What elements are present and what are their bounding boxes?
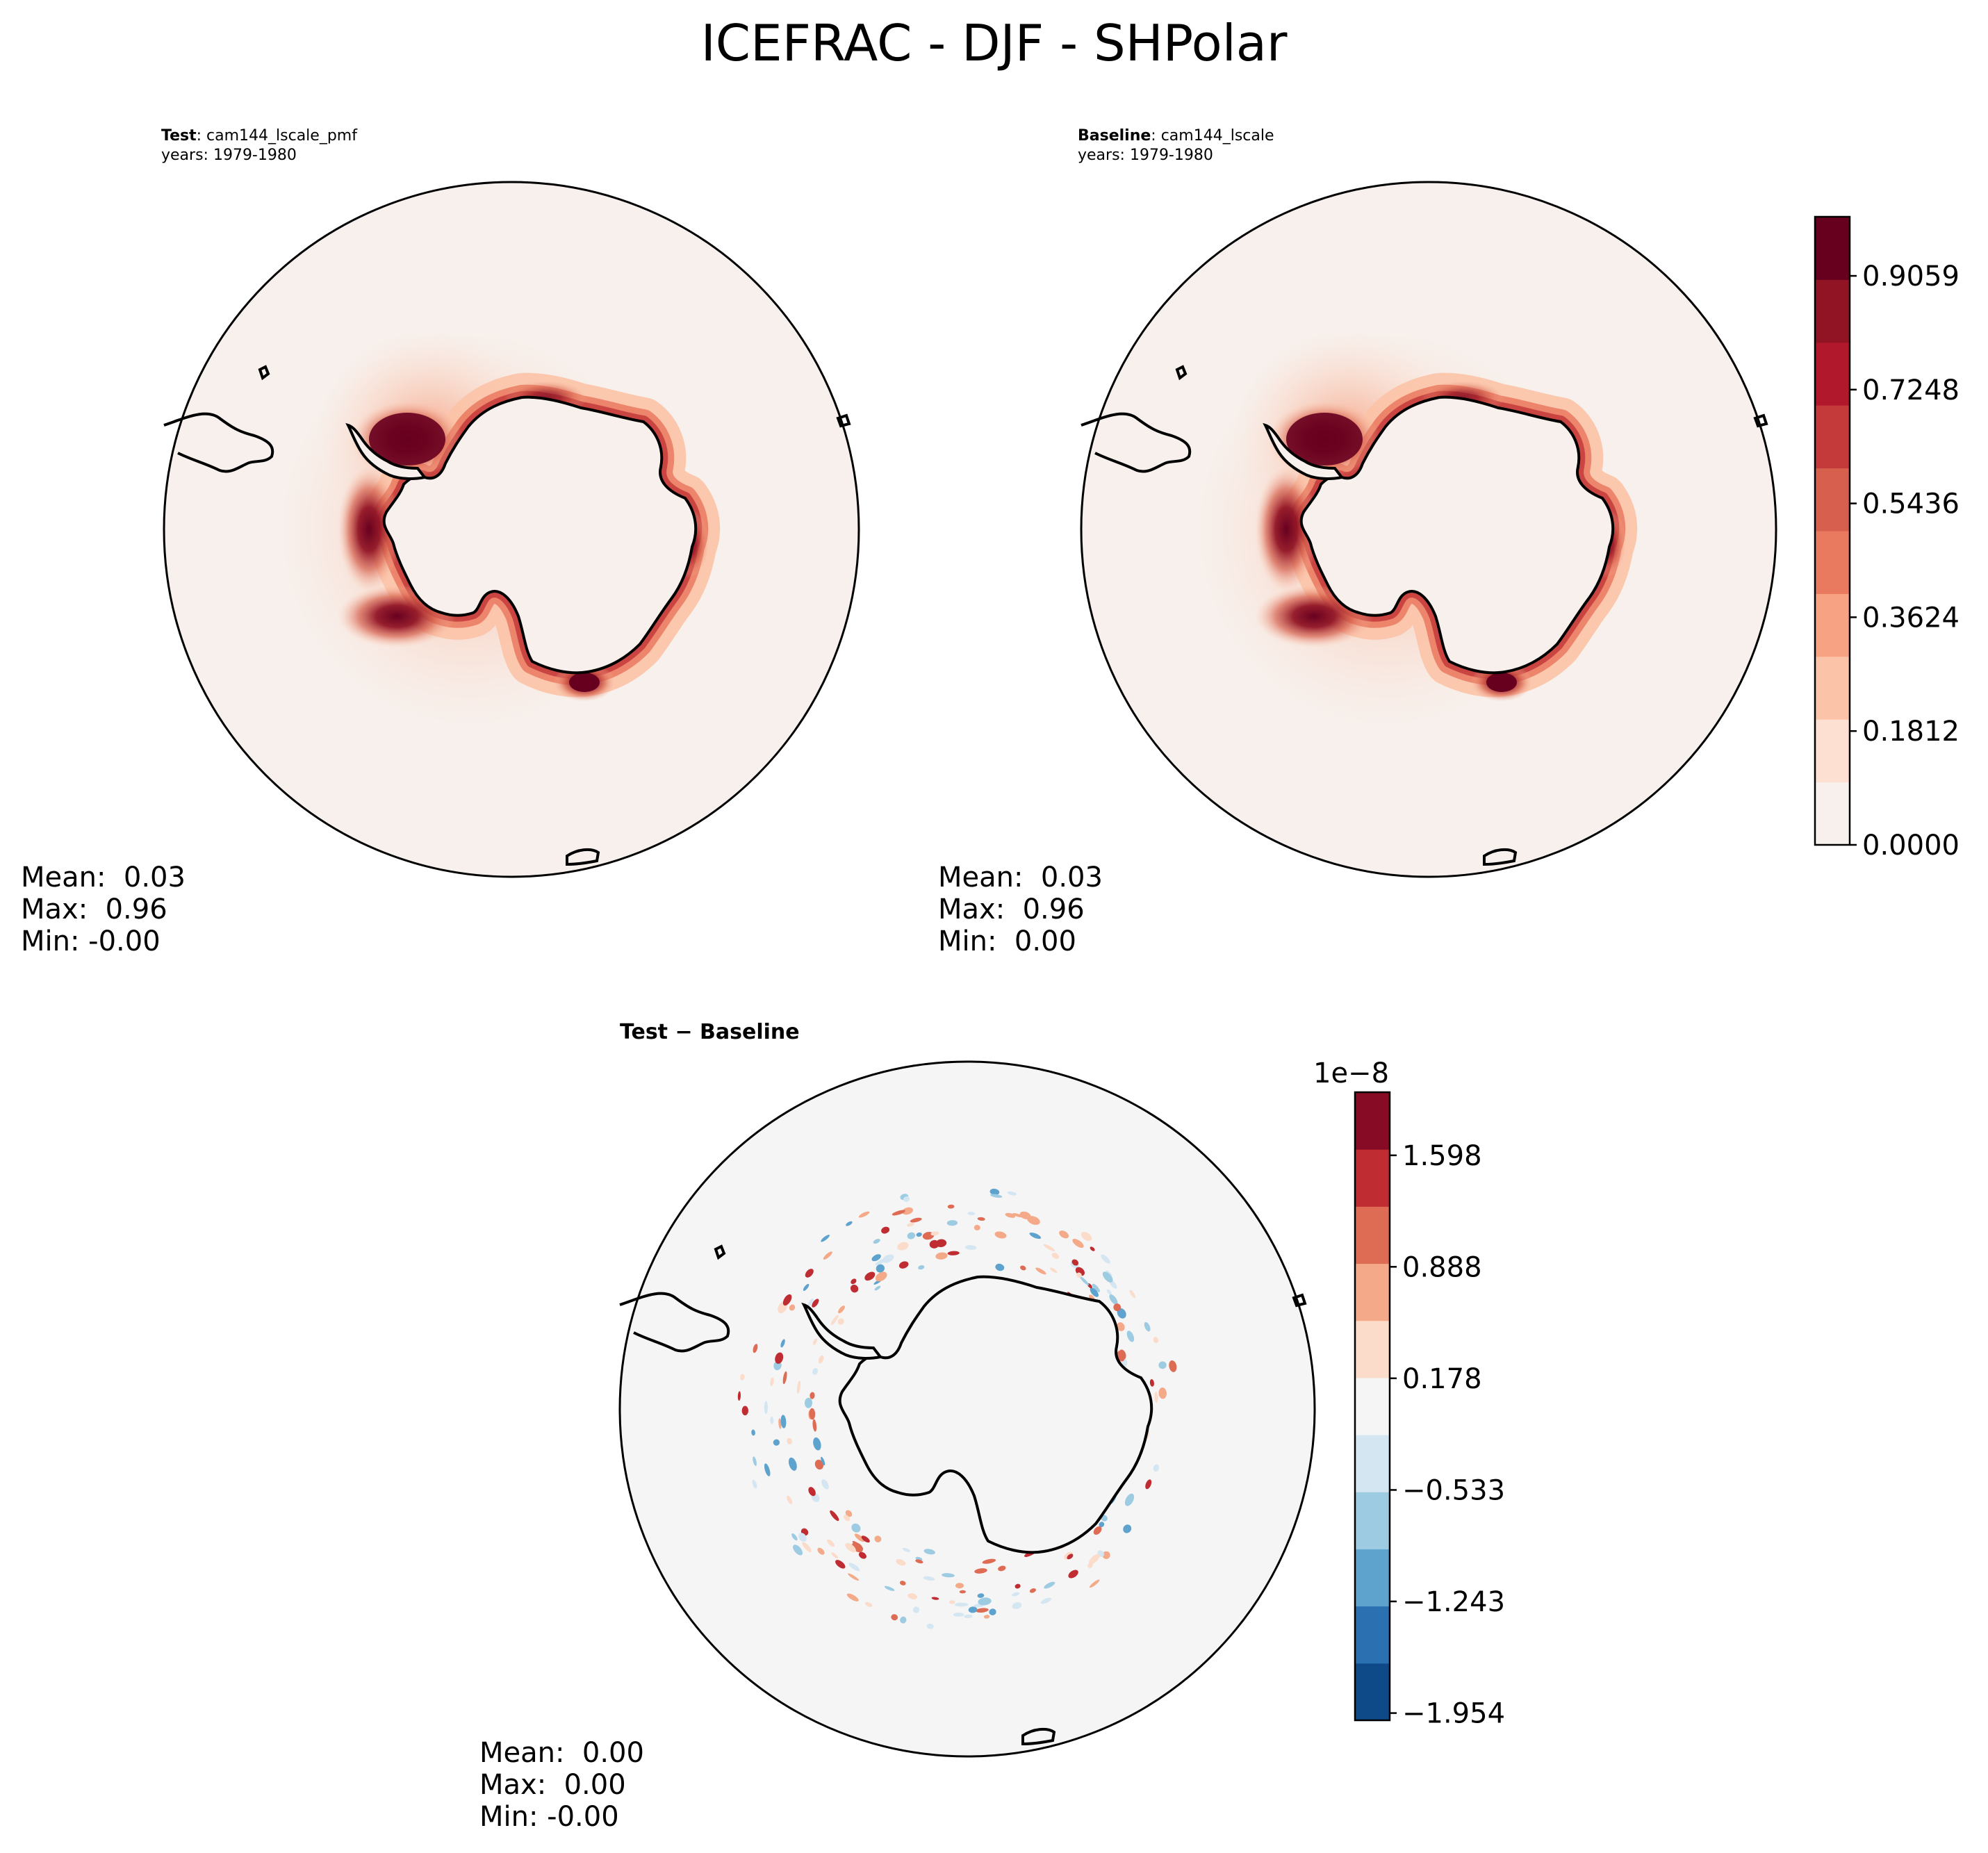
main-colorbar-swatch xyxy=(1815,719,1850,783)
baseline-years: years: 1979-1980 xyxy=(1078,147,1213,164)
diff-colorbar-swatch xyxy=(1355,1149,1390,1207)
diff-colorbar-tick-label: 0.178 xyxy=(1402,1363,1482,1395)
main-colorbar-swatch xyxy=(1815,468,1850,532)
diff-colorbar-tick-label: 0.888 xyxy=(1402,1251,1482,1283)
baseline-max: Max: 0.96 xyxy=(938,893,1085,925)
diff-colorbar-swatch xyxy=(1355,1092,1390,1150)
diff-title: Test − Baseline xyxy=(620,1020,800,1044)
test-max: Max: 0.96 xyxy=(21,893,167,925)
main-colorbar-swatch xyxy=(1815,405,1850,469)
baseline-mean: Mean: 0.03 xyxy=(938,862,1103,893)
main-colorbar-frame xyxy=(1814,215,1851,846)
baseline-map xyxy=(1081,182,1776,877)
diff-colorbar-tick-label: −1.954 xyxy=(1402,1698,1505,1730)
test-label: Test xyxy=(161,127,197,145)
main-colorbar-swatch xyxy=(1815,217,1850,280)
baseline-label: Baseline xyxy=(1078,127,1151,145)
diff-colorbar-swatch xyxy=(1355,1663,1390,1721)
main-colorbar-tick-label: 0.5436 xyxy=(1862,488,1960,520)
figure-title: ICEFRAC - DJF - SHPolar xyxy=(700,14,1288,72)
diff-colorbar-tick-label: 1.598 xyxy=(1402,1140,1482,1172)
diff-colorbar: −1.954 −1.243 −0.533 0.178 0.888 1.598 1e−8 xyxy=(1313,1057,1505,1730)
diff-colorbar-swatch xyxy=(1355,1206,1390,1265)
test-mean: Mean: 0.03 xyxy=(21,862,186,893)
test-header: Test: cam144_lscale_pmf years: 1979-1980 xyxy=(161,127,357,164)
test-years: years: 1979-1980 xyxy=(161,147,297,164)
test-case: cam144_lscale_pmf xyxy=(206,127,357,145)
main-colorbar: 0.0000 0.1812 0.3624 0.5436 0.7248 0.9059 xyxy=(1814,215,1960,862)
main-colorbar-tick-label: 0.9059 xyxy=(1862,261,1960,293)
main-colorbar-tick-label: 0.3624 xyxy=(1862,602,1960,634)
diff-colorbar-swatch xyxy=(1355,1606,1390,1664)
test-min: Min: -0.00 xyxy=(21,925,161,957)
baseline-header: Baseline: cam144_lscale years: 1979-1980 xyxy=(1078,127,1274,164)
main-colorbar-tick-label: 0.0000 xyxy=(1862,830,1960,862)
diff-colorbar-swatch xyxy=(1355,1435,1390,1492)
diff-colorbar-swatch xyxy=(1355,1549,1390,1607)
diff-stats: Mean: 0.00 Max: 0.00 Min: -0.00 xyxy=(479,1737,644,1833)
diff-colorbar-swatch xyxy=(1355,1492,1390,1549)
main-colorbar-swatch xyxy=(1815,531,1850,594)
main-colorbar-swatch xyxy=(1815,593,1850,657)
test-stats: Mean: 0.03 Max: 0.96 Min: -0.00 xyxy=(21,862,186,957)
diff-colorbar-swatch xyxy=(1355,1377,1390,1435)
diff-max: Max: 0.00 xyxy=(479,1769,626,1801)
diff-colorbar-tick-label: −1.243 xyxy=(1402,1586,1505,1618)
main-colorbar-tick-label: 0.7248 xyxy=(1862,374,1960,406)
main-colorbar-tick-label: 0.1812 xyxy=(1862,716,1960,748)
main-colorbar-swatch xyxy=(1815,342,1850,406)
main-colorbar-swatch xyxy=(1815,782,1850,846)
diff-mean: Mean: 0.00 xyxy=(479,1737,644,1769)
diff-colorbar-swatch xyxy=(1355,1320,1390,1378)
main-colorbar-swatch xyxy=(1815,279,1850,343)
diff-colorbar-tick-label: −0.533 xyxy=(1402,1474,1505,1506)
baseline-min: Min: 0.00 xyxy=(938,925,1076,957)
diff-map xyxy=(620,1062,1315,1756)
diff-colorbar-scale-label: 1e−8 xyxy=(1313,1057,1389,1089)
diff-min: Min: -0.00 xyxy=(479,1801,619,1833)
diff-colorbar-swatch xyxy=(1355,1263,1390,1321)
test-map xyxy=(164,182,859,877)
diff-colorbar-frame xyxy=(1354,1091,1391,1722)
baseline-stats: Mean: 0.03 Max: 0.96 Min: 0.00 xyxy=(938,862,1103,957)
baseline-case: cam144_lscale xyxy=(1160,127,1274,145)
main-colorbar-swatch xyxy=(1815,656,1850,720)
